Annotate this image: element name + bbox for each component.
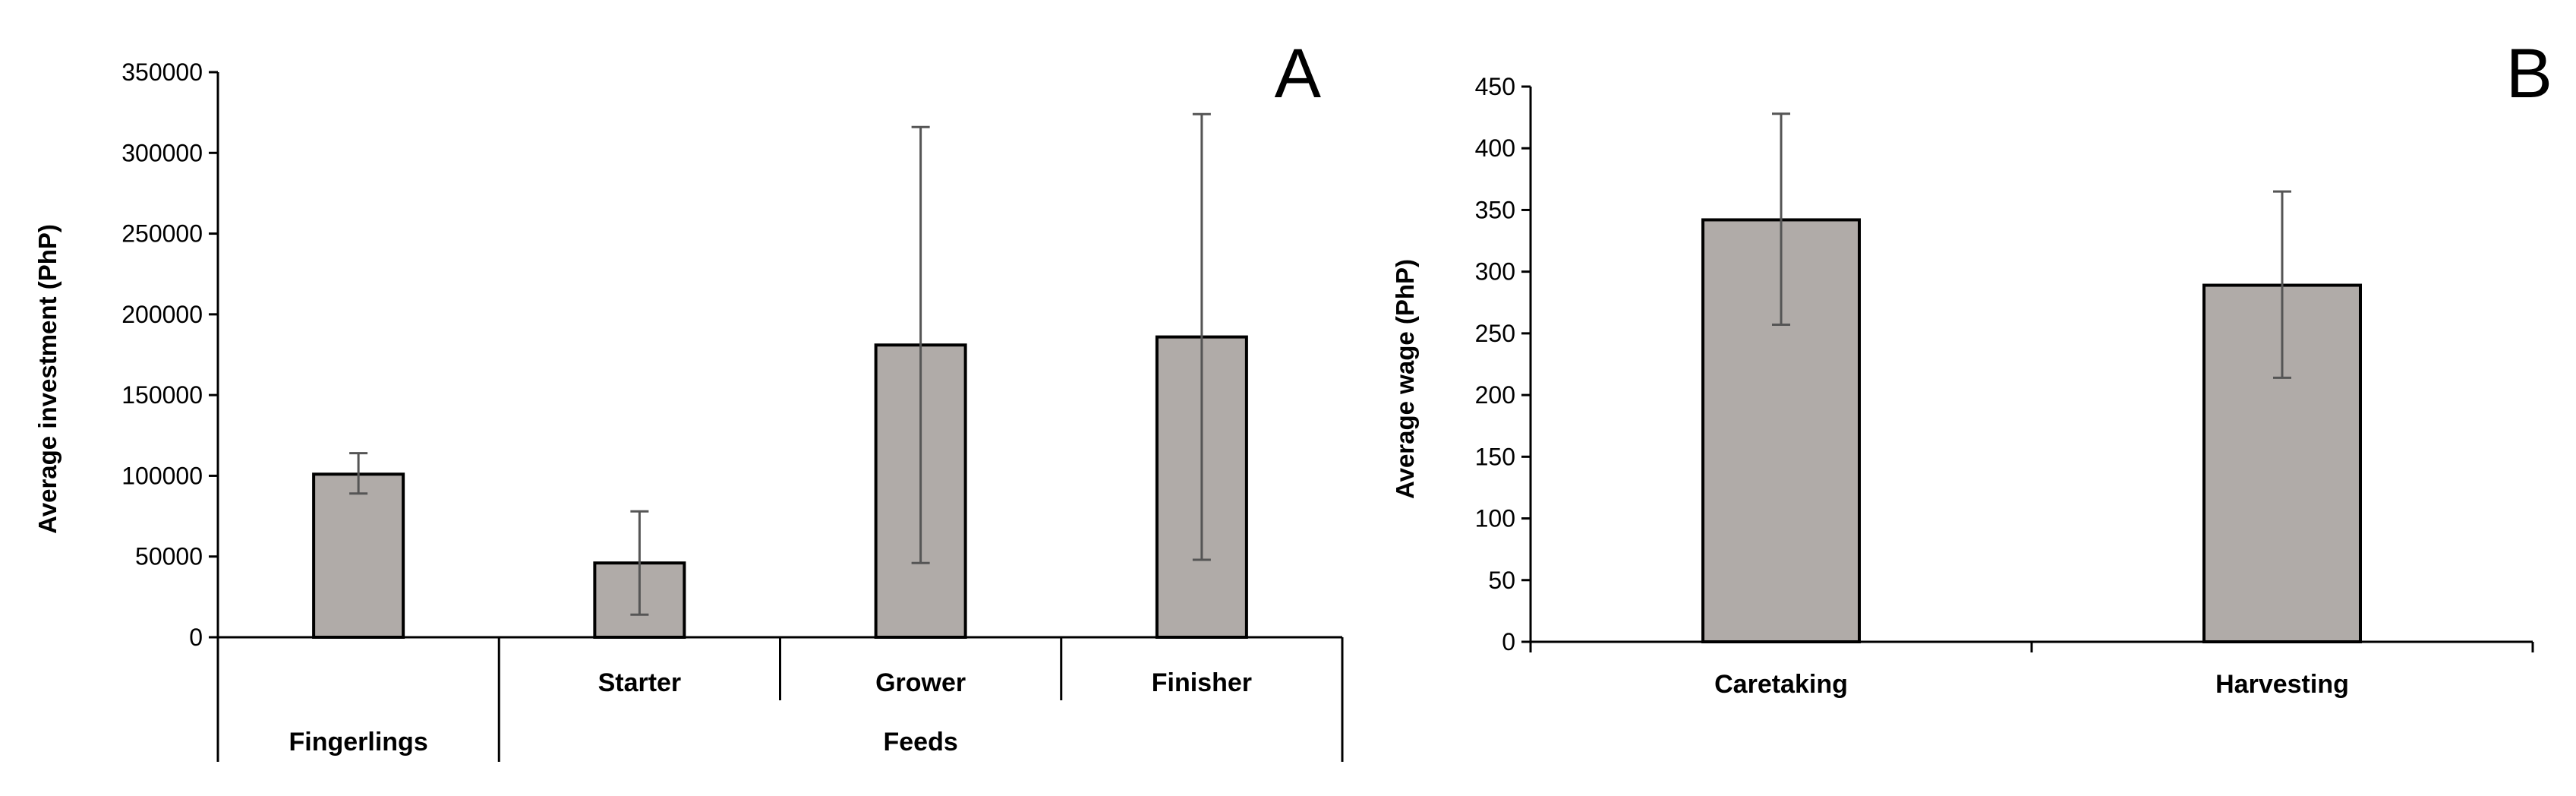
x-tick-label-harvesting: Harvesting (2215, 670, 2349, 699)
x-group-label-fingerlings: Fingerlings (289, 728, 428, 757)
panel-label-a: A (1275, 35, 1322, 112)
y-tick-label-a: 150000 (121, 381, 203, 409)
y-axis-title-b: Average wage (PhP) (1391, 259, 1419, 499)
chart-panel-b: B Average wage (PhP) 0 50 100 150 200 250 300 3… (1391, 35, 2552, 699)
y-tick-label-b: 250 (1475, 320, 1515, 347)
y-tick-label-b: 100 (1475, 505, 1515, 532)
y-tick-label-a: 200000 (121, 301, 203, 328)
x-tick-label-starter: Starter (598, 668, 682, 697)
panel-label-b: B (2506, 35, 2552, 112)
y-tick-label-b: 300 (1475, 258, 1515, 286)
chart-panel-a: A Average investment (PhP) 0 50000 100000 1… (33, 35, 1344, 762)
y-tick-label-b: 400 (1475, 134, 1515, 162)
y-tick-label-a: 300000 (121, 139, 203, 166)
x-tick-label-grower: Grower (875, 668, 966, 697)
y-tick-label-b: 350 (1475, 196, 1515, 223)
y-tick-label-b: 450 (1475, 73, 1515, 100)
y-tick-label-a: 350000 (121, 58, 203, 86)
y-tick-label-a: 0 (189, 624, 203, 651)
y-tick-label-a: 50000 (135, 543, 203, 570)
bar-fingerlings (312, 472, 405, 639)
y-tick-label-a: 250000 (121, 220, 203, 248)
y-axis-title-a: Average investment (PhP) (33, 224, 61, 534)
y-tick-label-b: 200 (1475, 381, 1515, 409)
x-tick-label-finisher: Finisher (1152, 668, 1252, 697)
x-group-label-feeds: Feeds (883, 728, 957, 757)
y-tick-label-a: 100000 (121, 462, 203, 489)
y-tick-label-b: 50 (1488, 567, 1515, 594)
y-tick-label-b: 0 (1502, 628, 1515, 655)
x-tick-label-caretaking: Caretaking (1714, 670, 1848, 699)
y-tick-label-b: 150 (1475, 443, 1515, 470)
